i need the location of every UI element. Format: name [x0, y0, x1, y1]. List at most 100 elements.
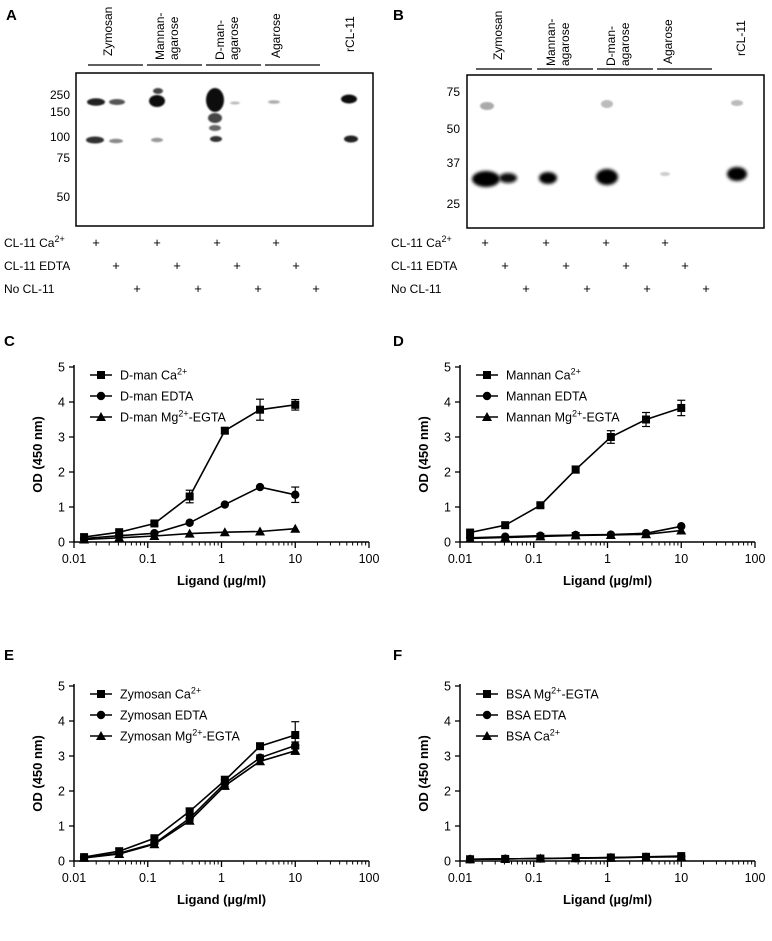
band: [268, 100, 280, 104]
marker-triangle: [465, 854, 476, 864]
marker-triangle: [219, 780, 230, 790]
y-tick-label: 0: [58, 855, 65, 869]
marker-triangle: [535, 853, 546, 863]
plus-mark: +: [194, 281, 202, 296]
marker-triangle: [219, 527, 230, 537]
band: [209, 125, 221, 131]
marker-square: [220, 426, 229, 435]
plus-mark: +: [542, 235, 550, 250]
marker-square: [291, 400, 300, 409]
cond-nocl11-b: No CL-11: [391, 282, 442, 296]
marker-square: [185, 807, 194, 816]
plus-mark: +: [522, 281, 530, 296]
y-tick-label: 4: [58, 715, 65, 729]
legend-entry: Mannan Ca2+: [476, 367, 581, 383]
marker-100-a: 100: [50, 130, 70, 144]
marker-triangle: [500, 532, 511, 542]
marker-triangle: [641, 852, 652, 862]
y-tick-label: 3: [444, 431, 451, 445]
series-triangle: [79, 745, 301, 862]
x-tick-label: 1: [218, 552, 225, 566]
marker-square: [483, 371, 491, 379]
marker-circle: [185, 518, 194, 527]
plus-mark: +: [562, 258, 570, 273]
series-triangle: [465, 851, 687, 864]
band: [87, 98, 105, 106]
legend-entry: D-man Mg2+-EGTA: [90, 409, 227, 425]
lane-label-mannan-agarose-b: Mannan- agarose: [544, 15, 572, 66]
x-tick-label: 0.1: [525, 871, 542, 885]
legend-text-part: Mannan Mg: [506, 411, 572, 425]
x-axis-title: Ligand (µg/ml): [563, 573, 652, 588]
band: [727, 167, 747, 181]
marker-square: [256, 742, 265, 751]
legend-superscript: 2+: [551, 686, 561, 696]
plus-mark: +: [233, 258, 241, 273]
marker-150-a: 150: [50, 105, 70, 119]
plus-mark: +: [681, 258, 689, 273]
x-tick-label: 0.01: [62, 871, 86, 885]
band: [344, 135, 358, 143]
panel-label-e: E: [4, 647, 14, 664]
cond-edta-a: CL-11 EDTA: [4, 259, 70, 273]
plus-mark: +: [153, 235, 161, 250]
legend-text-part: -EGTA: [203, 730, 241, 744]
legend-superscript: 2+: [177, 367, 187, 377]
marker-triangle: [570, 853, 581, 863]
x-axis-title: Ligand (µg/ml): [177, 573, 266, 588]
band: [153, 88, 163, 94]
marker-square: [536, 501, 545, 510]
cond-ca-b: CL-11 Ca2+: [391, 234, 452, 250]
legend-label: D-man EDTA: [120, 390, 194, 404]
marker-square: [642, 415, 651, 424]
y-tick-label: 0: [444, 855, 451, 869]
x-tick-label: 0.1: [139, 552, 156, 566]
marker-triangle: [676, 525, 687, 535]
legend-text-part: D-man Ca: [120, 369, 177, 383]
lane-label-dman-agarose-a: D-man- agarose: [213, 16, 241, 60]
band: [499, 173, 517, 183]
legend-text-part: -EGTA: [582, 411, 620, 425]
lane-label-dman-line1-b: D-man-: [604, 26, 618, 66]
y-tick-label: 2: [444, 785, 451, 799]
plus-mark: +: [213, 235, 221, 250]
plus-grid-a: + + + + + + + + + + + +: [92, 235, 320, 296]
x-axis-title: Ligand (µg/ml): [563, 892, 652, 907]
chart-panel-c: C 0 1 2 3 4 5 0.01 0.1 1 10 100 Ligand (µg/ml) OD (45…: [4, 333, 379, 588]
marker-circle: [255, 482, 265, 492]
y-tick-label: 2: [58, 466, 65, 480]
legend-text-part: -EGTA: [561, 688, 599, 702]
marker-circle: [96, 391, 106, 401]
plus-mark: +: [292, 258, 300, 273]
blot-panel-b: B Zymosan Mannan- agarose D-man- agarose…: [391, 7, 765, 296]
panel-label-a: A: [6, 7, 17, 24]
band: [472, 171, 500, 187]
x-tick-label: 0.01: [62, 552, 86, 566]
x-tick-label: 0.01: [448, 871, 472, 885]
marker-triangle: [500, 853, 511, 863]
legend-superscript: 2+: [572, 409, 582, 419]
marker-triangle: [114, 532, 125, 542]
band: [731, 100, 743, 106]
x-tick-label: 10: [288, 871, 302, 885]
panel-label-f: F: [393, 647, 402, 664]
lane-label-zymosan-a: Zymosan: [101, 7, 115, 56]
plus-mark: +: [133, 281, 141, 296]
marker-square: [466, 528, 475, 537]
y-tick-label: 1: [58, 820, 65, 834]
band: [539, 172, 557, 184]
lane-label-mannan-line1-a: Mannan-: [153, 13, 167, 60]
marker-triangle: [535, 531, 546, 541]
marker-circle: [291, 490, 300, 499]
legend-text-part: Zymosan Ca: [120, 688, 191, 702]
y-tick-label: 1: [444, 501, 451, 515]
marker-triangle: [676, 851, 687, 861]
legend-entry: BSA Mg2+-EGTA: [476, 686, 599, 702]
marker-50-b: 50: [447, 122, 461, 136]
y-tick-label: 4: [444, 396, 451, 410]
lane-label-rcl11-b: rCL-11: [734, 20, 748, 56]
marker-triangle: [149, 839, 160, 849]
y-axis-title: OD (450 nm): [30, 416, 45, 493]
legend-entry: BSA EDTA: [476, 709, 567, 723]
